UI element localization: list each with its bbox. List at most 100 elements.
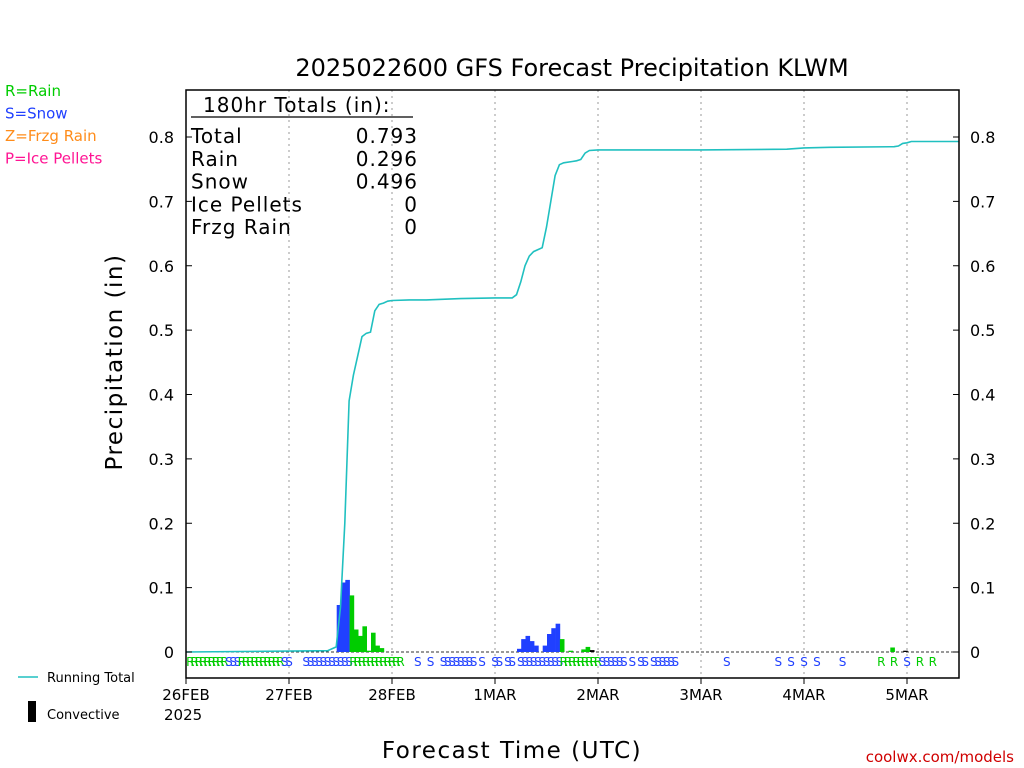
ptype-marker: R <box>371 655 379 669</box>
ptype-legend-item: R=Rain <box>5 82 61 100</box>
totals-row-label: Snow <box>191 170 249 194</box>
totals-row-value: 0.296 <box>356 147 418 171</box>
ptype-marker: R <box>349 655 357 669</box>
ptype-marker: R <box>572 655 580 669</box>
convective-legend-label: Convective <box>47 708 120 723</box>
ptype-legend-item: S=Snow <box>5 105 68 123</box>
ptype-marker: R <box>199 655 207 669</box>
ptype-marker: S <box>800 655 808 669</box>
ptype-marker: S <box>534 655 542 669</box>
ptype-marker: S <box>556 655 564 669</box>
ptype-marker: S <box>637 655 645 669</box>
y-tick-label: 0.4 <box>970 386 995 405</box>
ptype-marker: S <box>654 655 662 669</box>
ptype-marker: R <box>362 655 370 669</box>
ptype-marker: R <box>358 655 366 669</box>
ptype-marker: R <box>379 655 387 669</box>
ptype-marker: S <box>663 655 671 669</box>
precip-bar <box>362 626 367 653</box>
ptype-marker: R <box>276 655 284 669</box>
precip-bar <box>349 595 355 652</box>
ptype-marker: R <box>396 655 404 669</box>
ptype-marker: S <box>315 655 323 669</box>
ptype-marker: R <box>388 655 396 669</box>
ptype-marker: S <box>543 655 551 669</box>
y-tick-label: 0.4 <box>149 386 174 405</box>
precip-bar <box>336 605 342 652</box>
ptype-marker: S <box>603 655 611 669</box>
x-ticks: 26FEB 27FEB 28FEB 1MAR 2MAR 3MAR 4MAR 5MAR <box>162 678 929 704</box>
ptype-marker: S <box>470 655 478 669</box>
ptype-marker: S <box>319 655 327 669</box>
convective-swatch <box>28 701 36 722</box>
precip-bar <box>551 628 556 652</box>
ptype-marker: R <box>251 655 259 669</box>
vertical-gridlines <box>186 90 959 678</box>
ptype-marker: S <box>517 655 525 669</box>
chart-title: 2025022600 GFS Forecast Precipitation KL… <box>295 54 848 82</box>
running-total-line <box>185 140 959 653</box>
ptype-marker: R <box>242 655 250 669</box>
y-tick-label: 0.7 <box>970 192 995 211</box>
ptype-marker: S <box>285 655 293 669</box>
totals-row-label: Rain <box>191 147 239 171</box>
ptype-marker: R <box>590 655 598 669</box>
ptype-marker: R <box>190 655 198 669</box>
y-tick-label: 0.2 <box>970 514 995 533</box>
ptype-marker: R <box>392 655 400 669</box>
ptype-marker: S <box>465 655 473 669</box>
ptype-marker: S <box>671 655 679 669</box>
ptype-marker: S <box>307 655 315 669</box>
ptype-marker: S <box>903 655 911 669</box>
ptype-legend: R=Rain S=Snow Z=Frzg Rain P=Ice Pellets <box>5 82 102 168</box>
ptype-marker: S <box>229 655 237 669</box>
ptype-marker: S <box>521 655 529 669</box>
ptype-marker: R <box>577 655 585 669</box>
ptype-marker: S <box>324 655 332 669</box>
x-year-label: 2025 <box>164 706 202 724</box>
ptype-marker: R <box>916 655 924 669</box>
ptype-marker: S <box>345 655 353 669</box>
precip-bar <box>547 634 552 652</box>
totals-row-value: 0.793 <box>356 124 418 148</box>
ptype-marker: S <box>281 655 289 669</box>
ptype-marker: R <box>263 655 271 669</box>
ptype-marker: S <box>337 655 345 669</box>
ptype-marker: R <box>220 655 228 669</box>
y-tick-label: 0.1 <box>149 579 174 598</box>
y-tick-label: 0.1 <box>970 579 995 598</box>
x-tick-label: 28FEB <box>368 686 415 704</box>
watermark: coolwx.com/models <box>866 748 1014 766</box>
ptype-marker: S <box>225 655 233 669</box>
ptype-marker: R <box>890 655 898 669</box>
precip-bar <box>345 579 350 652</box>
ptype-marker: R <box>594 655 602 669</box>
x-tick-label: 27FEB <box>265 686 312 704</box>
ptype-marker: R <box>366 655 374 669</box>
ptype-legend-item: P=Ice Pellets <box>5 150 102 168</box>
y-tick-label: 0.6 <box>149 257 174 276</box>
running-total-legend-label: Running Total <box>47 671 135 686</box>
totals-row-label: Frzg Rain <box>191 215 292 239</box>
bottom-legend: Running Total Convective <box>18 671 135 723</box>
ptype-marker: S <box>667 655 675 669</box>
totals-row-value: 0.496 <box>356 170 418 194</box>
y-tick-label: 0.6 <box>970 257 995 276</box>
ptype-marker: S <box>598 655 606 669</box>
ptype-marker: R <box>568 655 576 669</box>
precip-bar <box>568 650 574 652</box>
ptype-marker: S <box>332 655 340 669</box>
ptype-marker: S <box>453 655 461 669</box>
ptype-marker: R <box>585 655 593 669</box>
x-tick-label: 5MAR <box>885 686 928 704</box>
x-tick-label: 1MAR <box>473 686 516 704</box>
plot-frame <box>185 89 960 679</box>
precip-bar <box>517 648 522 652</box>
totals-row-label: Total <box>190 124 243 148</box>
precip-bar <box>358 635 363 652</box>
ptype-marker: R <box>877 655 885 669</box>
ptype-marker: R <box>203 655 211 669</box>
ptype-marker: S <box>659 655 667 669</box>
x-tick-label: 26FEB <box>162 686 209 704</box>
